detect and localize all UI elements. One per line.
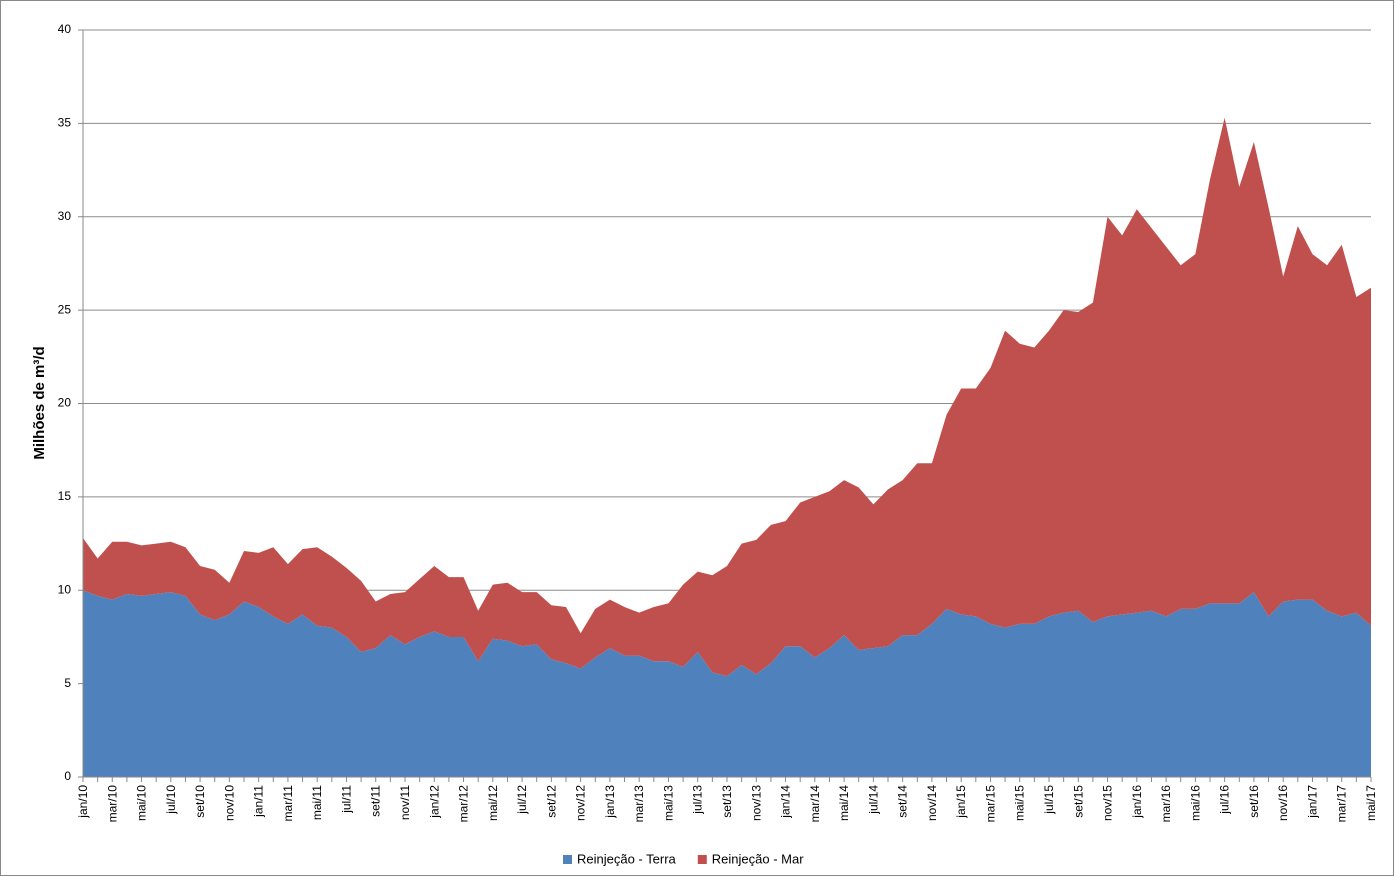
x-tick-label: nov/15 — [1101, 785, 1115, 821]
x-tick-label: nov/10 — [222, 785, 236, 821]
x-tick-label: set/10 — [193, 785, 207, 818]
y-axis-title: Milhões de m³/d — [31, 346, 48, 459]
x-tick-label: jul/12 — [515, 785, 529, 815]
y-tick-label: 40 — [58, 22, 72, 36]
x-tick-label: mai/13 — [661, 785, 675, 821]
x-tick-label: mar/13 — [632, 785, 646, 823]
x-tick-label: jan/11 — [252, 785, 266, 818]
x-tick-label: jan/15 — [954, 785, 968, 819]
x-tick-label: mar/17 — [1335, 785, 1349, 823]
legend-label: Reinjeção - Terra — [577, 851, 677, 866]
x-tick-label: mai/15 — [1013, 785, 1027, 821]
x-tick-label: mai/12 — [486, 785, 500, 821]
x-tick-label: jan/10 — [76, 785, 90, 819]
x-tick-label: jan/16 — [1130, 785, 1144, 819]
x-tick-label: mar/15 — [983, 785, 997, 823]
y-tick-label: 10 — [58, 582, 72, 596]
x-tick-label: nov/13 — [749, 785, 763, 821]
legend-swatch — [563, 855, 572, 864]
x-tick-label: set/13 — [720, 785, 734, 818]
x-tick-label: jul/16 — [1218, 785, 1232, 815]
x-tick-label: jul/15 — [1042, 785, 1056, 815]
x-tick-label: nov/11 — [398, 785, 412, 820]
x-tick-label: set/15 — [1071, 785, 1085, 818]
x-tick-label: mai/16 — [1188, 785, 1202, 821]
legend-label: Reinjeção - Mar — [712, 851, 804, 866]
area — [83, 590, 1371, 777]
x-tick-label: nov/16 — [1276, 785, 1290, 821]
x-tick-label: mar/16 — [1159, 785, 1173, 823]
x-tick-label: nov/14 — [925, 785, 939, 821]
x-tick-label: jul/11 — [339, 785, 353, 814]
x-tick-label: mai/14 — [837, 785, 851, 821]
x-tick-label: mai/17 — [1364, 785, 1378, 821]
y-tick-label: 25 — [58, 302, 72, 316]
x-tick-label: mai/11 — [310, 785, 324, 820]
y-tick-label: 20 — [58, 396, 72, 410]
x-tick-label: mai/10 — [135, 785, 149, 821]
y-tick-label: 0 — [64, 769, 71, 783]
x-tick-label: set/16 — [1247, 785, 1261, 818]
x-tick-label: set/11 — [369, 785, 383, 817]
x-tick-label: set/14 — [896, 785, 910, 818]
x-tick-label: mar/14 — [808, 785, 822, 823]
x-tick-label: nov/12 — [574, 785, 588, 821]
x-tick-label: jul/13 — [691, 785, 705, 815]
x-tick-label: jan/12 — [427, 785, 441, 819]
x-tick-label: jan/17 — [1305, 785, 1319, 819]
area — [83, 117, 1371, 677]
y-tick-label: 35 — [58, 116, 72, 130]
x-tick-label: mar/10 — [105, 785, 119, 823]
y-tick-label: 30 — [58, 209, 72, 223]
x-tick-label: set/12 — [544, 785, 558, 818]
x-tick-label: mar/12 — [457, 785, 471, 823]
legend-swatch — [697, 855, 707, 864]
x-tick-label: jul/14 — [866, 785, 880, 815]
y-tick-label: 15 — [58, 489, 72, 503]
x-tick-label: jul/10 — [164, 785, 178, 815]
x-tick-label: jan/14 — [779, 785, 793, 819]
x-tick-label: mar/11 — [281, 785, 295, 822]
y-tick-label: 5 — [64, 676, 71, 690]
x-tick-label: jan/13 — [603, 785, 617, 819]
